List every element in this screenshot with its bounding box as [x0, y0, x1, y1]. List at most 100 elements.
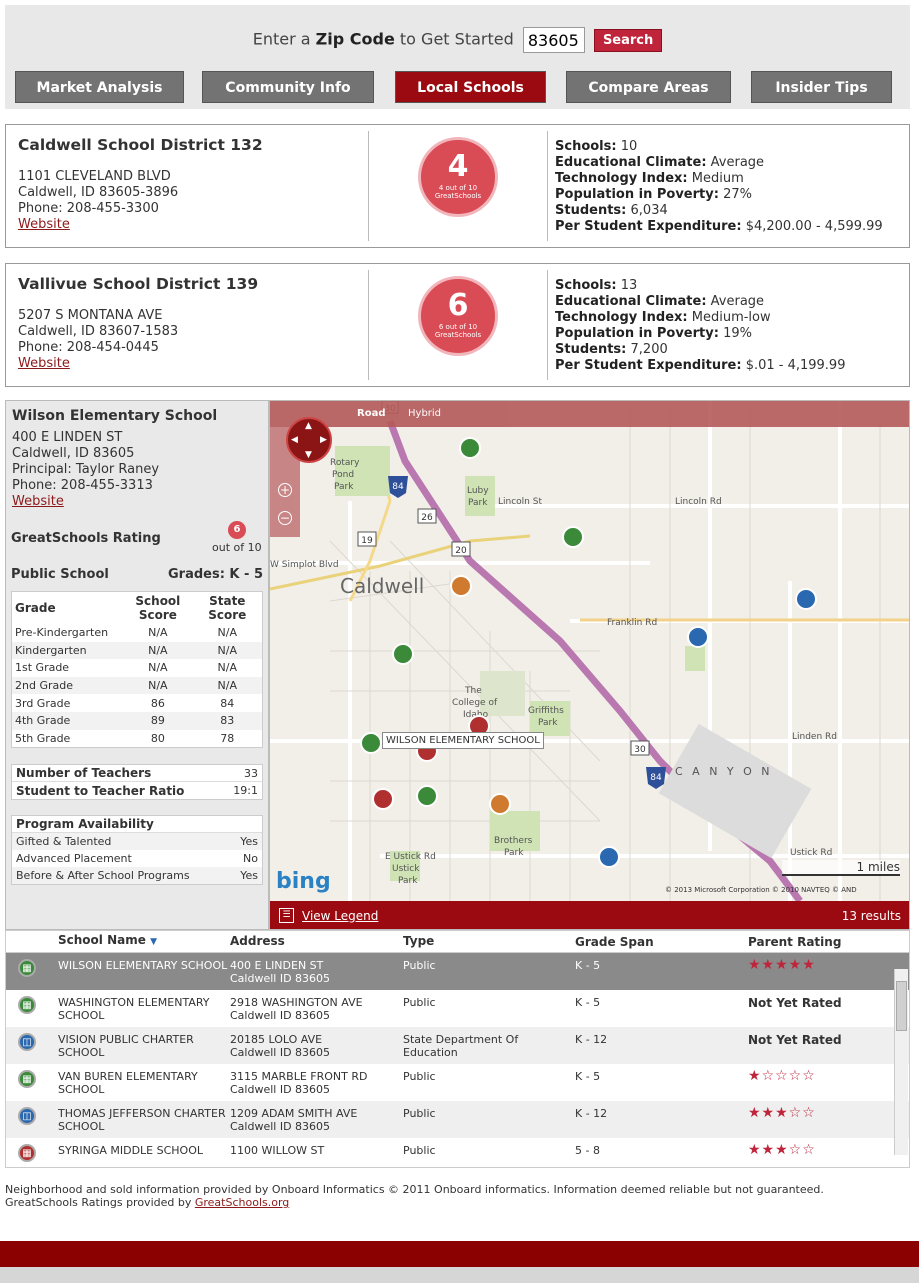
table-row: 4th Grade 89 83 [12, 711, 262, 730]
scrollbar-thumb[interactable] [896, 981, 907, 1031]
table-row[interactable]: ▦ WASHINGTON ELEMENTARY SCHOOL 2918 WASH… [6, 990, 909, 1027]
map-scale: 1 miles [782, 860, 900, 876]
svg-text:College of: College of [452, 698, 498, 708]
stat-tech: Medium-low [691, 310, 771, 325]
svg-text:84: 84 [392, 482, 404, 492]
staff-box: Number of Teachers 33 Student to Teacher … [11, 764, 263, 800]
svg-text:Franklin Rd: Franklin Rd [607, 618, 657, 628]
map-hybrid-toggle[interactable]: Hybrid [408, 408, 442, 419]
search-header: Enter a Zip Code to Get Started Search M… [5, 5, 910, 109]
col-parent-rating[interactable]: Parent Rating [748, 934, 842, 949]
divider [368, 270, 369, 380]
zoom-in-icon[interactable]: + [278, 483, 292, 497]
table-row: Kindergarten N/A N/A [12, 641, 262, 660]
district-phone: Phone: 208-455-3300 [18, 201, 159, 216]
school-detail-panel: Wilson Elementary School 400 E LINDEN ST… [5, 400, 269, 930]
prompt-text-post: to Get Started [399, 29, 514, 49]
district-name: Vallivue School District 139 [18, 275, 259, 293]
tab-compare-areas[interactable]: Compare Areas [566, 71, 731, 103]
stat-poverty: 19% [723, 326, 752, 341]
svg-text:84: 84 [650, 773, 662, 783]
search-button[interactable]: Search [593, 28, 663, 52]
zip-input[interactable] [522, 27, 585, 53]
school-building-icon: ▦ [18, 1144, 36, 1162]
district-website-link[interactable]: Website [18, 217, 70, 232]
stat-students: 7,200 [630, 342, 668, 357]
col-type[interactable]: Type [403, 934, 435, 948]
table-row: 1st Grade N/A N/A [15, 661, 238, 675]
svg-text:Rotary: Rotary [330, 458, 360, 468]
svg-text:Park: Park [468, 498, 488, 508]
stat-tech: Medium [691, 171, 744, 186]
programs-label: Program Availability [16, 817, 154, 831]
map-popup: WILSON ELEMENTARY SCHOOL [382, 732, 544, 749]
district-phone: Phone: 208-454-0445 [18, 340, 159, 355]
table-row[interactable]: ◫ THOMAS JEFFERSON CHARTER SCHOOL 1209 A… [6, 1101, 909, 1138]
table-row[interactable]: ◫ VISION PUBLIC CHARTER SCHOOL 20185 LOL… [6, 1027, 909, 1064]
table-row[interactable]: ▦ VAN BUREN ELEMENTARY SCHOOL 3115 MARBL… [6, 1064, 909, 1101]
divider [547, 131, 548, 241]
district-website-link[interactable]: Website [18, 356, 70, 371]
school-grades: Grades: K - 5 [167, 567, 263, 582]
district-city: Caldwell, ID 83605-3896 [18, 185, 179, 200]
rating-sub: 6 out of 10 [438, 323, 478, 331]
svg-text:Lincoln Rd: Lincoln Rd [675, 497, 722, 507]
table-header: School Name ▼ Address Type Grade Span Pa… [6, 931, 909, 953]
svg-text:Linden Rd: Linden Rd [792, 732, 837, 742]
charter-book-icon: ◫ [18, 1107, 36, 1125]
prompt-text: Enter a [252, 29, 311, 49]
table-row[interactable]: ▦ WILSON ELEMENTARY SCHOOL 400 E LINDEN … [6, 953, 909, 990]
map-road-toggle[interactable]: Road [357, 408, 386, 419]
grade-score-table: Grade School Score State Score Pre-Kinde… [11, 591, 263, 749]
school-website-link[interactable]: Website [12, 494, 64, 509]
svg-text:Brothers: Brothers [494, 836, 533, 846]
map-copyright: © 2013 Microsoft Corporation © 2010 NAVT… [665, 886, 857, 894]
tab-insider-tips[interactable]: Insider Tips [751, 71, 892, 103]
rating-sub: 4 out of 10 [438, 184, 478, 192]
footer-bar [0, 1241, 919, 1267]
svg-text:Park: Park [538, 718, 558, 728]
legend-icon[interactable]: ☰ [279, 908, 294, 923]
sort-school-name[interactable]: School Name ▼ [58, 933, 157, 948]
col-grade-span[interactable]: Grade Span [575, 934, 654, 949]
svg-text:20: 20 [455, 546, 467, 556]
stat-climate: Average [710, 294, 765, 309]
ratio-value: 19:1 [233, 784, 258, 797]
greatschools-link[interactable]: GreatSchools.org [194, 1196, 290, 1209]
svg-text:Luby: Luby [467, 486, 489, 496]
map-pan-control[interactable]: ▲ ▼ ◀ ▶ [286, 417, 332, 463]
rating-value: 4 [447, 149, 469, 184]
rating-stars: ★☆☆☆☆ [748, 1068, 816, 1084]
svg-text:Park: Park [504, 848, 524, 858]
bing-logo: bing [276, 869, 331, 894]
school-name: Wilson Elementary School [12, 408, 218, 424]
svg-text:Caldwell: Caldwell [340, 574, 424, 598]
footer-disclaimer: Neighborhood and sold information provid… [5, 1183, 824, 1196]
table-scrollbar[interactable] [894, 969, 908, 1155]
zoom-out-icon[interactable]: − [278, 511, 292, 525]
view-legend-link[interactable]: View Legend [302, 909, 379, 923]
district-card: Vallivue School District 139 5207 S MONT… [5, 263, 910, 387]
svg-text:19: 19 [361, 536, 373, 546]
map-toolbar: Road Hybrid [270, 401, 909, 427]
school-city: Caldwell, ID 83605 [12, 446, 135, 461]
svg-text:Pond: Pond [332, 470, 354, 480]
greatschools-outof: out of 10 [212, 541, 262, 554]
table-row[interactable]: ▦ SYRINGA MIDDLE SCHOOL 1100 WILLOW ST P… [6, 1138, 909, 1167]
map-canvas: Rotary Pond Park Luby Park Lincoln St Lincol… [270, 401, 909, 901]
svg-text:Idaho: Idaho [463, 710, 489, 720]
tab-local-schools[interactable]: Local Schools [395, 71, 546, 103]
svg-text:E Ustick Rd: E Ustick Rd [385, 852, 436, 862]
svg-text:Ustick Rd: Ustick Rd [790, 848, 832, 858]
tab-market-analysis[interactable]: Market Analysis [15, 71, 184, 103]
school-street: 400 E LINDEN ST [12, 430, 123, 445]
district-stats: Schools: 10 Educational Climate: Average… [555, 139, 883, 234]
footer-bottom [0, 1267, 919, 1283]
col-address[interactable]: Address [230, 934, 285, 948]
tab-community-info[interactable]: Community Info [202, 71, 374, 103]
school-phone: Phone: 208-455-3313 [12, 478, 153, 493]
district-stats: Schools: 13 Educational Climate: Average… [555, 278, 846, 373]
svg-text:Lincoln St: Lincoln St [498, 497, 542, 507]
stat-schools: 10 [620, 139, 638, 154]
school-map[interactable]: Rotary Pond Park Luby Park Lincoln St Lincol… [269, 400, 910, 930]
